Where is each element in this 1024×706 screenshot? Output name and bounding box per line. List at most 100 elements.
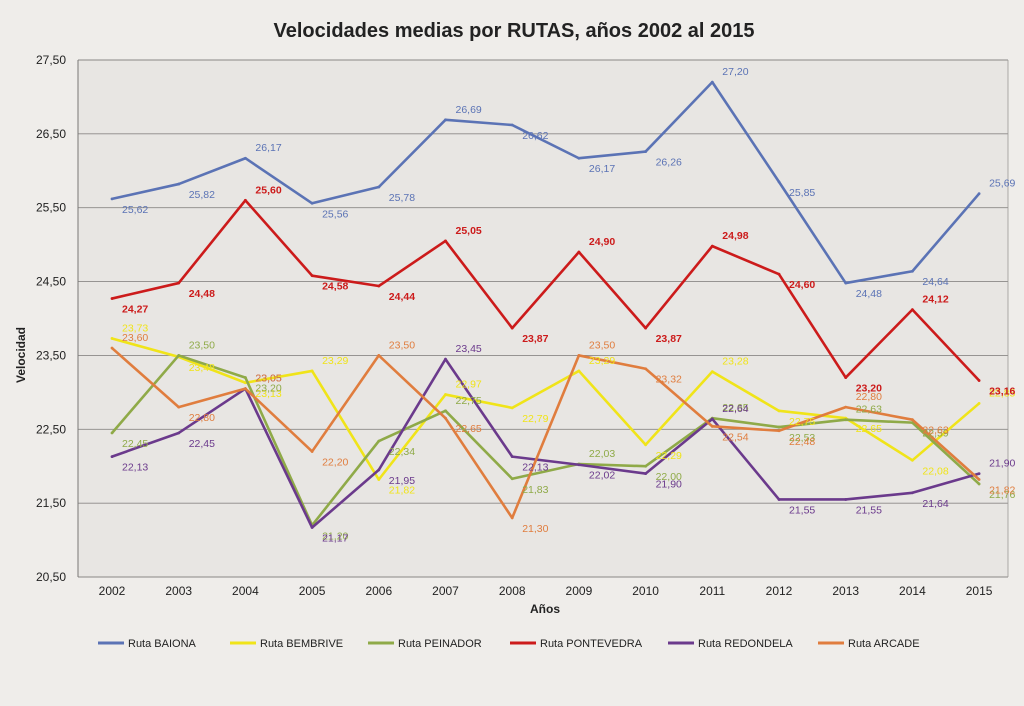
data-label: 23,50 xyxy=(589,339,615,351)
data-label: 22,80 xyxy=(189,412,215,424)
data-point xyxy=(177,281,181,285)
data-point xyxy=(444,393,447,396)
data-label: 21,82 xyxy=(389,485,415,497)
x-tick-label: 2009 xyxy=(566,584,593,598)
legend-label: Ruta BEMBRIVE xyxy=(260,638,343,650)
data-point xyxy=(110,455,114,459)
data-label: 24,98 xyxy=(722,230,748,242)
data-label: 22,63 xyxy=(856,404,882,416)
data-label: 22,63 xyxy=(922,425,948,437)
data-point xyxy=(977,402,981,405)
data-point xyxy=(710,244,714,248)
data-point xyxy=(710,417,714,421)
data-point xyxy=(444,409,447,413)
data-label: 22,65 xyxy=(722,402,748,414)
data-point xyxy=(710,370,714,374)
data-label: 25,62 xyxy=(122,204,148,216)
data-label: 22,13 xyxy=(122,462,148,474)
data-label: 23,05 xyxy=(255,373,281,385)
series-line xyxy=(111,337,980,481)
data-label: 25,56 xyxy=(322,208,348,220)
data-label: 26,62 xyxy=(522,130,548,142)
y-tick-label: 25,50 xyxy=(36,201,66,215)
data-point xyxy=(444,118,447,122)
data-label: 26,69 xyxy=(456,104,482,116)
data-label: 21,30 xyxy=(522,523,548,535)
data-label: 23,28 xyxy=(722,356,748,368)
data-label: 22,75 xyxy=(789,416,815,428)
data-point xyxy=(777,180,781,184)
data-point xyxy=(644,464,647,468)
data-label: 23,16 xyxy=(989,386,1015,398)
legend-label: Ruta PONTEVEDRA xyxy=(540,638,643,650)
data-label: 23,45 xyxy=(456,343,482,355)
data-label: 22,08 xyxy=(922,465,948,477)
data-point xyxy=(177,431,181,435)
data-label: 22,00 xyxy=(656,471,682,483)
data-point xyxy=(510,477,514,481)
data-point xyxy=(911,418,914,422)
data-point xyxy=(710,80,714,84)
data-label: 21,76 xyxy=(989,489,1015,501)
data-point xyxy=(844,281,848,285)
data-point xyxy=(444,239,447,243)
series-line xyxy=(111,199,981,382)
data-point xyxy=(577,250,581,254)
data-label: 22,54 xyxy=(722,431,748,443)
data-point xyxy=(310,274,314,278)
data-label: 24,27 xyxy=(122,304,148,316)
data-point xyxy=(577,463,581,467)
data-label: 24,64 xyxy=(922,276,948,288)
data-point xyxy=(310,450,314,453)
data-label: 22,80 xyxy=(856,391,882,403)
data-label: 24,48 xyxy=(856,288,882,300)
data-label: 22,64 xyxy=(722,403,748,415)
legend-label: Ruta BAIONA xyxy=(128,638,197,650)
data-label: 25,85 xyxy=(789,187,815,199)
x-axis-ticks: 2002 2003 2004 2005 2006 2007 2008 2009 2010 2011… xyxy=(99,584,993,598)
data-label: 26,17 xyxy=(255,142,281,154)
data-point xyxy=(710,424,714,428)
data-label: 23,48 xyxy=(189,362,215,374)
legend: Ruta BAIONA Ruta BEMBRIVE Ruta PEINADOR Rut… xyxy=(98,638,920,650)
data-point xyxy=(977,379,981,382)
data-label: 23,20 xyxy=(856,383,882,395)
data-label: 24,48 xyxy=(189,288,215,300)
data-point xyxy=(377,284,381,288)
y-tick-label: 24,50 xyxy=(36,275,66,289)
data-labels: 25,62 25,82 26,17 25,56 25,78 26,69 26,62 26,17… xyxy=(122,66,1016,544)
data-label: 22,79 xyxy=(522,413,548,425)
data-label: 21,20 xyxy=(322,530,348,542)
y-tick-label: 23,50 xyxy=(36,348,66,362)
data-point xyxy=(444,416,447,420)
data-label: 24,60 xyxy=(789,279,815,291)
data-label: 23,50 xyxy=(389,339,415,351)
data-label: 21,83 xyxy=(522,484,548,496)
data-label: 21,90 xyxy=(989,458,1015,470)
data-point xyxy=(110,197,114,201)
data-label: 22,20 xyxy=(322,456,348,468)
data-point xyxy=(510,406,514,410)
data-label: 23,20 xyxy=(255,383,281,395)
data-point xyxy=(777,425,781,429)
data-point xyxy=(844,405,848,409)
data-label: 23,50 xyxy=(189,339,215,351)
data-label: 22,45 xyxy=(189,438,215,450)
data-point xyxy=(777,272,781,276)
data-label: 25,05 xyxy=(456,225,482,237)
data-point xyxy=(177,405,181,409)
x-axis-title: Años xyxy=(530,602,560,616)
x-tick-label: 2003 xyxy=(165,584,192,598)
x-tick-label: 2006 xyxy=(365,584,392,598)
data-point xyxy=(110,431,114,435)
data-point xyxy=(644,150,647,153)
data-label: 22,53 xyxy=(789,432,815,444)
series-line xyxy=(111,354,980,527)
series-line xyxy=(111,347,980,520)
data-point xyxy=(510,123,514,127)
data-label: 23,29 xyxy=(322,355,348,367)
data-point xyxy=(644,367,647,371)
data-point xyxy=(310,201,314,205)
data-label: 26,26 xyxy=(656,157,682,169)
